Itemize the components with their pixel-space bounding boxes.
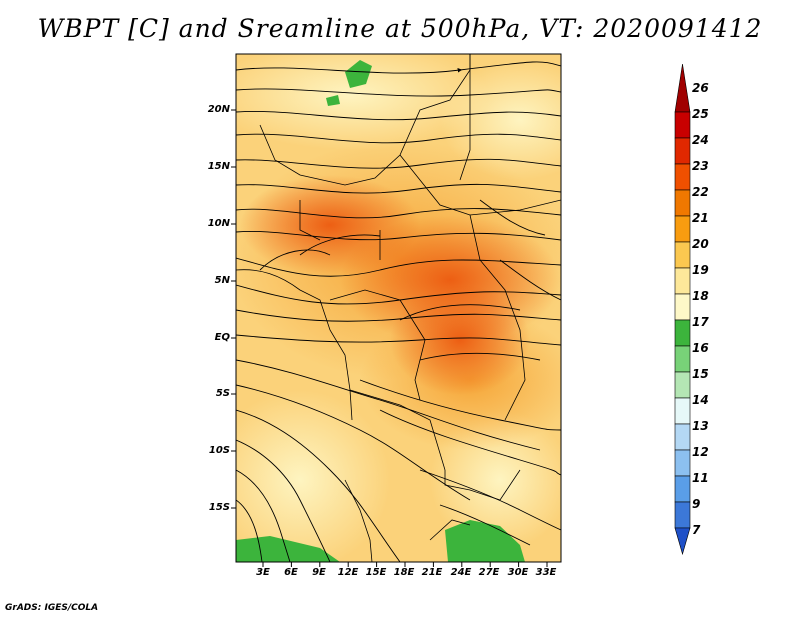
colorbar-swatch [674, 475, 691, 503]
lon-label: 6E [284, 567, 298, 578]
colorbar-swatch [674, 267, 691, 295]
lon-label: 21E [421, 567, 443, 578]
colorbar-label: 25 [692, 107, 709, 121]
colorbar [674, 63, 691, 556]
colorbar-swatch [674, 111, 691, 139]
lon-label: 9E [312, 567, 326, 578]
lon-label: 30E [507, 567, 529, 578]
colorbar-label: 19 [692, 263, 709, 277]
colorbar-label: 26 [692, 81, 709, 95]
colorbar-swatch [674, 527, 691, 556]
colorbar-swatch [674, 449, 691, 477]
colorbar-label: 16 [692, 341, 709, 355]
colorbar-label: 17 [692, 315, 709, 329]
credit-text: GrADS: IGES/COLA [5, 603, 99, 613]
colorbar-label: 18 [692, 289, 709, 303]
colorbar-label: 7 [692, 523, 701, 537]
colorbar-swatch [674, 319, 691, 347]
colorbar-swatch [674, 501, 691, 529]
lat-label: 10N [207, 218, 230, 229]
colorbar-swatch [674, 397, 691, 425]
lat-label: 5N [214, 275, 230, 286]
lon-label: 33E [535, 567, 557, 578]
colorbar-label: 14 [692, 393, 709, 407]
colorbar-swatch [674, 371, 691, 399]
lon-label: 24E [450, 567, 472, 578]
lat-label: 10S [208, 445, 230, 456]
colorbar-swatch [674, 293, 691, 321]
map-frame [235, 53, 562, 563]
colorbar-swatch [674, 189, 691, 217]
lat-label: 15S [208, 502, 230, 513]
colorbar-swatch [674, 63, 691, 113]
colorbar-label: 21 [692, 211, 709, 225]
lon-label: 3E [256, 567, 270, 578]
colorbar-swatch [674, 137, 691, 165]
map-title: WBPT [C] and Sreamline at 500hPa, VT: 20… [37, 14, 763, 43]
lat-label: 20N [207, 104, 230, 115]
lon-label: 12E [337, 567, 359, 578]
colorbar-swatch [674, 241, 691, 269]
colorbar-swatch [674, 215, 691, 243]
colorbar-label: 11 [692, 471, 709, 485]
colorbar-swatch [674, 163, 691, 191]
colorbar-label: 20 [692, 237, 709, 251]
lat-label: 5S [215, 388, 230, 399]
colorbar-label: 24 [692, 133, 709, 147]
colorbar-label: 22 [692, 185, 709, 199]
country-borders [236, 54, 561, 562]
lat-label: 15N [207, 161, 230, 172]
lon-label: 18E [393, 567, 415, 578]
colorbar-label: 12 [692, 445, 709, 459]
lon-label: 15E [365, 567, 387, 578]
lat-label: EQ [214, 332, 230, 343]
streamlines [236, 61, 561, 562]
colorbar-label: 23 [692, 159, 709, 173]
colorbar-swatch [674, 345, 691, 373]
lon-label: 27E [478, 567, 500, 578]
colorbar-label: 13 [692, 419, 709, 433]
colorbar-label: 9 [692, 497, 701, 511]
colorbar-label: 15 [692, 367, 709, 381]
colorbar-swatch [674, 423, 691, 451]
